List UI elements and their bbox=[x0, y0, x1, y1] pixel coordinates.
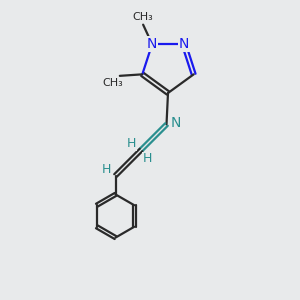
Text: H: H bbox=[143, 152, 152, 166]
Text: N: N bbox=[179, 37, 189, 51]
Text: N: N bbox=[147, 37, 157, 51]
Text: CH₃: CH₃ bbox=[102, 78, 123, 88]
Text: CH₃: CH₃ bbox=[133, 12, 154, 22]
Text: H: H bbox=[127, 137, 136, 150]
Text: N: N bbox=[170, 116, 181, 130]
Text: H: H bbox=[102, 163, 111, 176]
